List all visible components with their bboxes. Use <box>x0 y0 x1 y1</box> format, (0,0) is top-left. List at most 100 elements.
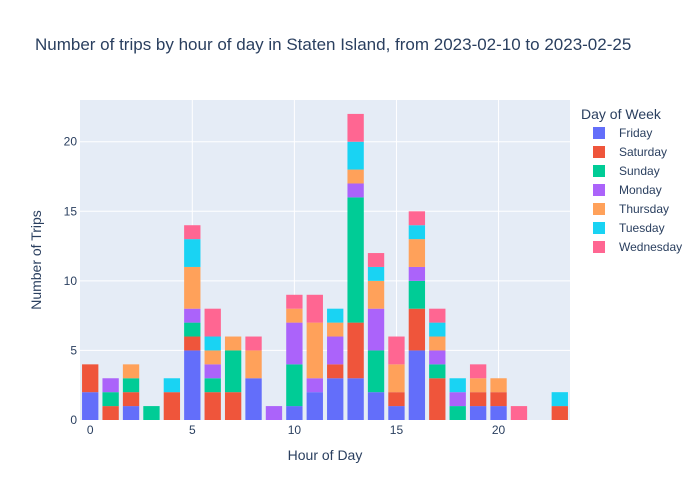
legend-swatch-sunday[interactable] <box>593 165 605 177</box>
bar-thursday-hour-5[interactable] <box>184 266 201 309</box>
bar-saturday-hour-7[interactable] <box>224 392 242 420</box>
bar-friday-hour-14[interactable] <box>367 392 385 420</box>
bar-sunday-hour-18[interactable] <box>449 406 466 420</box>
bar-thursday-hour-13[interactable] <box>347 169 364 184</box>
bar-thursday-hour-19[interactable] <box>469 378 487 393</box>
legend-swatch-monday[interactable] <box>593 184 605 196</box>
bar-saturday-hour-4[interactable] <box>163 392 181 420</box>
bar-saturday-hour-13[interactable] <box>347 322 364 379</box>
bar-tuesday-hour-16[interactable] <box>408 225 426 240</box>
bar-monday-hour-16[interactable] <box>408 266 426 281</box>
bar-sunday-hour-10[interactable] <box>286 364 303 407</box>
bar-monday-hour-1[interactable] <box>102 378 119 393</box>
bar-saturday-hour-23[interactable] <box>551 406 568 420</box>
bar-saturday-hour-6[interactable] <box>204 392 221 420</box>
legend-label-tuesday[interactable]: Tuesday <box>619 221 665 235</box>
legend-swatch-wednesday[interactable] <box>593 241 605 253</box>
bar-monday-hour-12[interactable] <box>327 336 344 365</box>
bar-saturday-hour-19[interactable] <box>469 392 487 407</box>
bar-tuesday-hour-13[interactable] <box>347 141 364 170</box>
bar-monday-hour-13[interactable] <box>347 183 364 198</box>
bar-thursday-hour-16[interactable] <box>408 239 426 267</box>
bar-friday-hour-19[interactable] <box>469 406 487 420</box>
bar-thursday-hour-11[interactable] <box>306 322 323 379</box>
bar-thursday-hour-8[interactable] <box>245 350 262 379</box>
bar-friday-hour-2[interactable] <box>122 406 140 420</box>
bar-monday-hour-10[interactable] <box>286 322 303 365</box>
bar-friday-hour-8[interactable] <box>245 378 262 420</box>
legend-swatch-thursday[interactable] <box>593 203 605 215</box>
bar-wednesday-hour-10[interactable] <box>286 294 303 309</box>
bar-saturday-hour-1[interactable] <box>102 406 119 420</box>
bar-thursday-hour-20[interactable] <box>490 378 507 393</box>
bar-friday-hour-12[interactable] <box>327 378 344 420</box>
bar-monday-hour-17[interactable] <box>429 350 446 365</box>
bar-wednesday-hour-6[interactable] <box>204 308 221 337</box>
bar-thursday-hour-12[interactable] <box>327 322 344 337</box>
bar-thursday-hour-17[interactable] <box>429 336 446 351</box>
bar-wednesday-hour-8[interactable] <box>245 336 262 351</box>
bar-saturday-hour-2[interactable] <box>122 392 140 407</box>
bar-sunday-hour-17[interactable] <box>429 364 446 379</box>
bar-sunday-hour-14[interactable] <box>367 350 385 393</box>
bar-sunday-hour-2[interactable] <box>122 378 140 393</box>
bar-wednesday-hour-16[interactable] <box>408 211 426 226</box>
bar-tuesday-hour-4[interactable] <box>163 378 181 393</box>
bar-sunday-hour-5[interactable] <box>184 322 201 337</box>
bar-sunday-hour-6[interactable] <box>204 378 221 393</box>
bar-wednesday-hour-11[interactable] <box>306 294 323 323</box>
bar-friday-hour-20[interactable] <box>490 406 507 420</box>
bar-thursday-hour-10[interactable] <box>286 308 303 323</box>
bar-tuesday-hour-23[interactable] <box>551 392 568 407</box>
legend-swatch-saturday[interactable] <box>593 146 605 158</box>
bar-wednesday-hour-17[interactable] <box>429 308 446 323</box>
bar-monday-hour-11[interactable] <box>306 378 323 393</box>
bar-thursday-hour-7[interactable] <box>224 336 242 351</box>
bar-sunday-hour-7[interactable] <box>224 350 242 393</box>
bar-monday-hour-6[interactable] <box>204 364 221 379</box>
bar-thursday-hour-6[interactable] <box>204 350 221 365</box>
bar-wednesday-hour-5[interactable] <box>184 225 201 240</box>
bar-saturday-hour-0[interactable] <box>82 364 99 393</box>
bar-monday-hour-5[interactable] <box>184 308 201 323</box>
bar-saturday-hour-12[interactable] <box>327 364 344 379</box>
bar-monday-hour-18[interactable] <box>449 392 466 407</box>
bar-sunday-hour-16[interactable] <box>408 280 426 309</box>
bar-sunday-hour-13[interactable] <box>347 197 364 323</box>
bar-wednesday-hour-19[interactable] <box>469 364 487 379</box>
bar-wednesday-hour-21[interactable] <box>510 406 528 420</box>
legend-label-saturday[interactable]: Saturday <box>619 145 667 159</box>
bar-friday-hour-5[interactable] <box>184 350 201 420</box>
bar-thursday-hour-2[interactable] <box>122 364 140 379</box>
bar-tuesday-hour-18[interactable] <box>449 378 466 393</box>
bar-friday-hour-16[interactable] <box>408 350 426 420</box>
legend-label-thursday[interactable]: Thursday <box>619 202 669 216</box>
legend-swatch-tuesday[interactable] <box>593 222 605 234</box>
bar-saturday-hour-16[interactable] <box>408 308 426 351</box>
bar-thursday-hour-15[interactable] <box>388 364 405 393</box>
bar-tuesday-hour-14[interactable] <box>367 266 385 281</box>
bar-friday-hour-15[interactable] <box>388 406 405 420</box>
bar-saturday-hour-17[interactable] <box>429 378 446 420</box>
legend-label-friday[interactable]: Friday <box>619 126 652 140</box>
bar-saturday-hour-5[interactable] <box>184 336 201 351</box>
bar-friday-hour-0[interactable] <box>82 392 99 420</box>
bar-tuesday-hour-17[interactable] <box>429 322 446 337</box>
bar-friday-hour-13[interactable] <box>347 378 364 420</box>
legend-label-wednesday[interactable]: Wednesday <box>619 240 682 254</box>
bar-wednesday-hour-13[interactable] <box>347 113 364 142</box>
bar-thursday-hour-14[interactable] <box>367 280 385 309</box>
bar-saturday-hour-15[interactable] <box>388 392 405 407</box>
bar-sunday-hour-1[interactable] <box>102 392 119 407</box>
bar-saturday-hour-20[interactable] <box>490 392 507 407</box>
bar-wednesday-hour-15[interactable] <box>388 336 405 365</box>
bar-friday-hour-11[interactable] <box>306 392 323 420</box>
legend-label-monday[interactable]: Monday <box>619 183 662 197</box>
bar-sunday-hour-3[interactable] <box>143 406 160 420</box>
bar-monday-hour-14[interactable] <box>367 308 385 351</box>
bar-tuesday-hour-12[interactable] <box>327 308 344 323</box>
bar-tuesday-hour-5[interactable] <box>184 239 201 267</box>
legend-swatch-friday[interactable] <box>593 127 605 139</box>
bar-friday-hour-10[interactable] <box>286 406 303 420</box>
legend-label-sunday[interactable]: Sunday <box>619 164 660 178</box>
